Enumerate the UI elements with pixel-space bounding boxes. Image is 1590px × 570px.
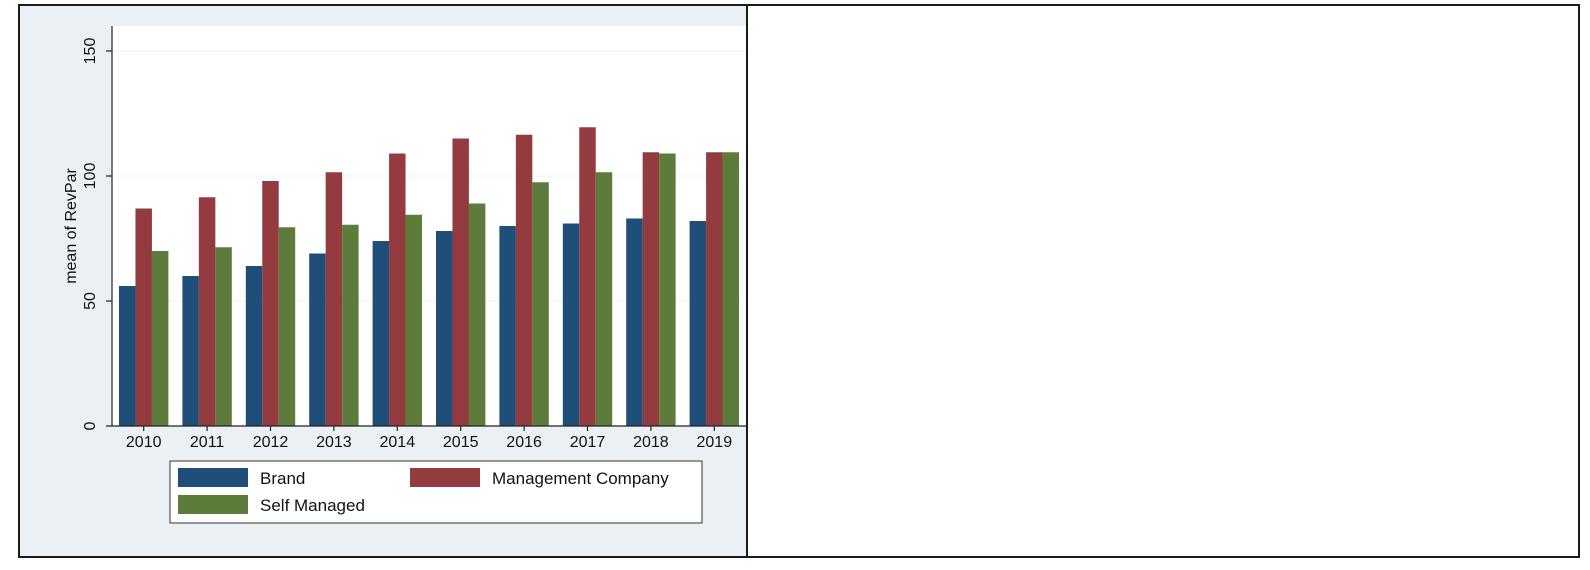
y-axis-title: mean of RevPar [63,168,80,284]
x-ticks: 2010 2011 2012 2013 2014 2015 2016 2017 2018 2019 [126,426,732,451]
bar-self-managed-2011 [215,247,232,426]
legend-swatch-management-company [410,468,480,487]
x-tick-label: 2016 [506,434,542,451]
y-tick-label: 50 [82,292,99,310]
bar-brand-2017 [562,223,580,426]
bar-brand-2014 [372,241,390,426]
bar-management-company-2019 [706,152,723,426]
bar-self-managed-2016 [532,182,549,426]
legend-swatch-self-managed [178,495,248,514]
legend-swatch-brand [178,468,248,487]
bar-self-managed-2010 [151,251,169,426]
bar-brand-2012 [245,266,263,426]
bar-self-managed-2017 [595,172,613,426]
x-tick-label: 2017 [570,434,606,451]
x-tick-label: 2014 [380,434,416,451]
bar-management-company-2011 [198,197,216,426]
bar-management-company-2013 [325,172,343,426]
bar-management-company-2010 [135,208,152,426]
x-tick-label: 2018 [633,434,669,451]
bar-brand-2013 [309,253,326,426]
bar-management-company-2016 [515,134,533,426]
bar-self-managed-2013 [342,224,359,426]
bar-brand-2019 [689,221,707,426]
x-tick-label: 2012 [253,434,289,451]
x-tick-label: 2010 [126,434,162,451]
bar-management-company-2017 [579,127,596,426]
bar-management-company-2012 [262,181,279,426]
bar-brand-2015 [436,231,453,426]
y-tick-label: 0 [82,421,99,430]
x-tick-label: 2011 [190,434,225,451]
bars [119,127,739,426]
bar-self-managed-2018 [659,153,676,426]
y-tick-label: 150 [82,38,99,65]
bar-self-managed-2012 [278,227,296,426]
bar-self-managed-2019 [722,152,739,426]
bar-self-managed-2015 [468,203,486,426]
y-ticks: 0 50 100 150 [82,38,112,430]
bar-management-company-2018 [642,152,660,426]
legend-label: Brand [260,469,305,488]
bar-management-company-2014 [389,153,406,426]
bar-brand-2018 [626,218,643,426]
table-column-divider [746,4,748,558]
legend: Brand Management Company Self Managed [178,468,669,515]
bar-brand-2016 [499,226,516,426]
bar-brand-2010 [119,286,136,426]
legend-label: Management Company [492,469,669,488]
x-tick-label: 2019 [697,434,733,451]
bar-brand-2011 [182,276,199,426]
table-frame [18,4,1580,558]
x-tick-label: 2013 [316,434,352,451]
bar-management-company-2015 [452,138,469,426]
x-tick-label: 2015 [443,434,479,451]
bar-self-managed-2014 [405,214,422,426]
y-tick-label: 100 [82,163,99,190]
legend-label: Self Managed [260,496,365,515]
